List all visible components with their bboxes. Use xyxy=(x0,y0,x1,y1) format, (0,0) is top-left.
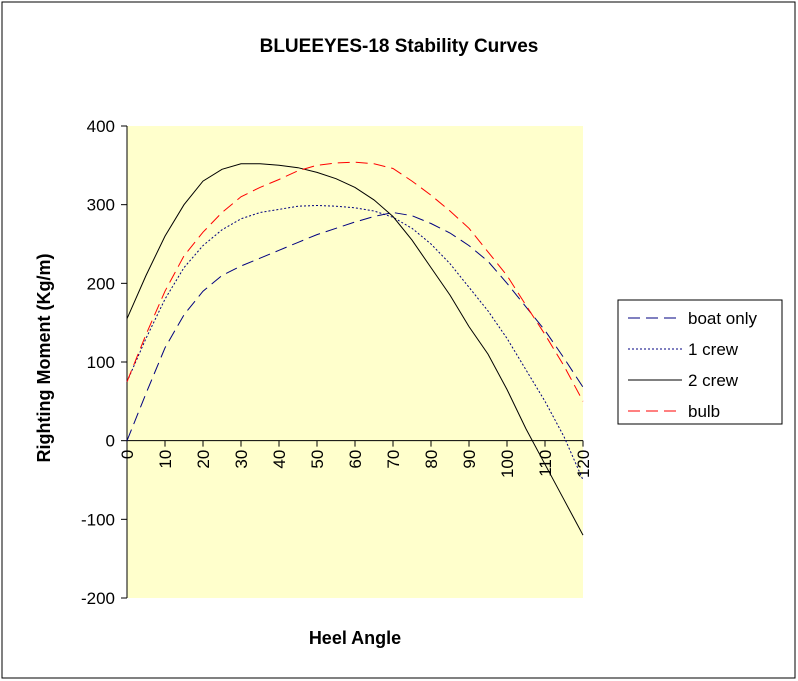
y-tick-label: 400 xyxy=(87,117,115,136)
y-axis-title: Righting Moment (Kg/m) xyxy=(34,254,54,463)
legend-label: bulb xyxy=(688,402,720,421)
x-tick-label: 60 xyxy=(346,450,365,469)
series-line-1-crew xyxy=(126,204,584,481)
x-tick-label: 100 xyxy=(498,450,517,478)
legend-label: 2 crew xyxy=(688,371,739,390)
y-tick-label: 300 xyxy=(87,196,115,215)
y-tick-label: 200 xyxy=(87,274,115,293)
legend: boat only 1 crew 2 crew bulb xyxy=(617,299,783,425)
x-tick-label: 70 xyxy=(384,450,403,469)
x-tick-label: 30 xyxy=(232,450,251,469)
x-tick-label: 0 xyxy=(118,450,137,459)
chart-title: BLUEEYES-18 Stability Curves xyxy=(260,36,539,57)
series-line-boat-only xyxy=(126,211,584,441)
axes: 400 300 200 100 0 -100 -200 0 10 20 30 40 50 60 70 80 90… xyxy=(81,117,593,608)
y-tick-label: -200 xyxy=(81,589,115,608)
x-tick-label: 20 xyxy=(194,450,213,469)
legend-label: 1 crew xyxy=(688,340,739,359)
y-tick-label: 0 xyxy=(106,432,115,451)
x-tick-label: 80 xyxy=(422,450,441,469)
series-lines xyxy=(126,161,584,536)
y-tick-label: 100 xyxy=(87,353,115,372)
plot-area xyxy=(127,126,583,598)
series-line-2-crew xyxy=(126,163,584,536)
x-tick-label: 90 xyxy=(460,450,479,469)
series-line-bulb xyxy=(126,161,584,402)
y-tick-label: -100 xyxy=(81,510,115,529)
legend-box xyxy=(617,299,783,425)
legend-label: boat only xyxy=(688,309,757,328)
x-axis-title: Heel Angle xyxy=(309,628,401,648)
x-tick-label: 40 xyxy=(270,450,289,469)
x-tick-label: 10 xyxy=(156,450,175,469)
x-tick-label: 50 xyxy=(308,450,327,469)
x-tick-label: 120 xyxy=(574,450,593,478)
